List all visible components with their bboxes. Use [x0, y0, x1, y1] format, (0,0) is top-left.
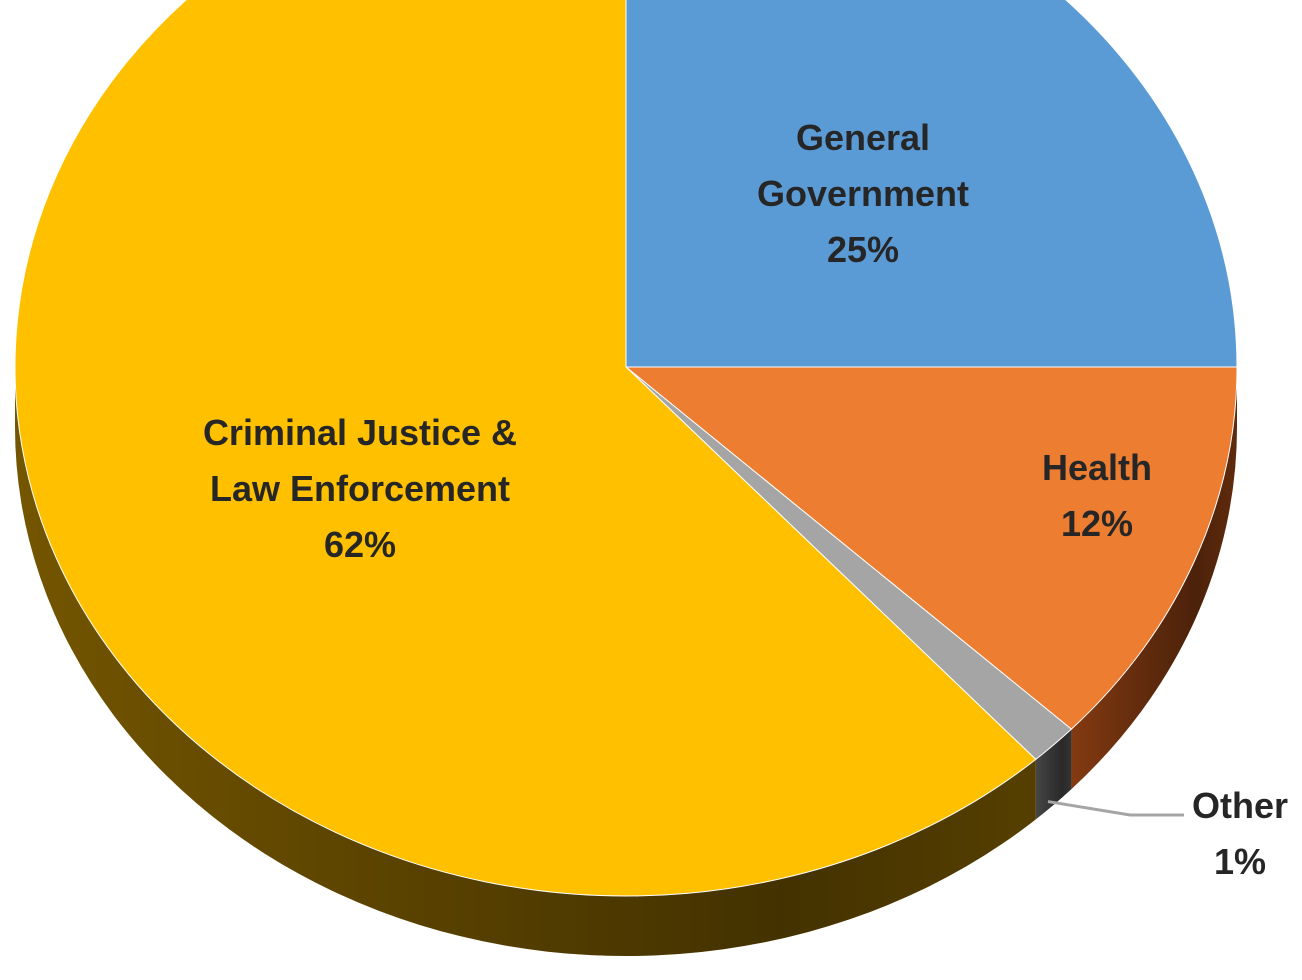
slice-percent-general-government: 25%	[827, 229, 899, 270]
pie-side-shade-other	[1035, 729, 1072, 820]
slice-label-criminal-justice-and-law-enforcement: Law Enforcement	[210, 468, 510, 509]
slice-percent-criminal-justice-and-law-enforcement: 62%	[324, 524, 396, 565]
pie-slice-health	[624, 366, 1238, 730]
slice-percent-other: 1%	[1214, 841, 1266, 882]
pie-top-slices	[14, 0, 1238, 897]
slice-label-general-government: General	[796, 117, 930, 158]
pie-slice-general-government	[625, 0, 1238, 368]
slice-label-other: Other	[1192, 785, 1288, 826]
slice-percent-health: 12%	[1061, 503, 1133, 544]
leader-lines	[1047, 800, 1184, 817]
pie-side-shade-criminal-justice-and-law-enforcement	[15, 367, 1036, 957]
pie-side-walls	[15, 367, 1237, 957]
slice-label-general-government: Government	[757, 173, 969, 214]
slice-labels: General Government 25% Health 12% Other 1% Crim…	[203, 117, 1288, 882]
leader-line-other	[1047, 800, 1184, 817]
slice-label-criminal-justice-and-law-enforcement: Criminal Justice &	[203, 412, 517, 453]
pie-slice-criminal-justice-and-law-enforcement	[14, 0, 1037, 897]
slice-label-health: Health	[1042, 447, 1152, 488]
pie-side-shade-health	[1071, 367, 1237, 790]
